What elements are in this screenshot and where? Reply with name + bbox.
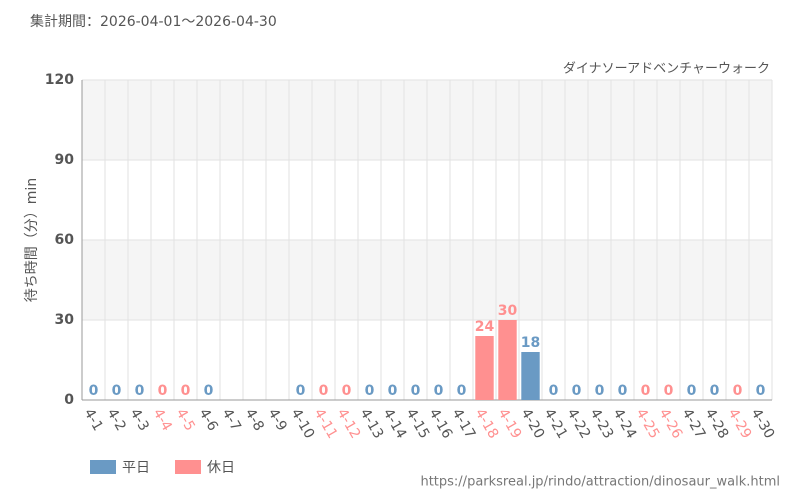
x-tick-label: 4-29 (725, 406, 755, 442)
x-tick-label: 4-18 (472, 406, 502, 442)
x-tick-label: 4-12 (334, 406, 364, 442)
y-tick-label: 60 (55, 232, 75, 248)
x-tick-label: 4-1 (81, 406, 106, 434)
x-tick-label: 4-17 (449, 406, 479, 442)
x-tick-label: 4-15 (403, 406, 433, 442)
x-tick-label: 4-16 (426, 406, 456, 442)
x-tick-label: 4-27 (679, 406, 709, 442)
bar (475, 336, 494, 400)
y-tick-label: 120 (45, 72, 74, 88)
x-tick-label: 4-5 (173, 406, 198, 434)
data-label: 0 (181, 383, 191, 399)
x-tick-label: 4-25 (633, 406, 663, 442)
data-label: 0 (664, 383, 674, 399)
chart-subtitle: ダイナソーアドベンチャーウォーク (563, 62, 770, 77)
data-label: 30 (498, 303, 518, 319)
data-label: 0 (641, 383, 651, 399)
data-label: 0 (112, 383, 122, 399)
x-tick-label: 4-9 (265, 406, 290, 434)
y-axis-label: 待ち時間（分）min (24, 178, 40, 302)
data-label: 0 (457, 383, 467, 399)
x-tick-label: 4-14 (380, 406, 410, 442)
data-label: 0 (595, 383, 605, 399)
source-url: https://parksreal.jp/rindo/attraction/di… (420, 475, 780, 490)
x-tick-label: 4-8 (242, 406, 267, 434)
data-label: 24 (475, 319, 495, 335)
x-tick-label: 4-24 (610, 406, 640, 442)
data-label: 0 (710, 383, 720, 399)
x-tick-label: 4-13 (357, 406, 387, 442)
data-label: 0 (733, 383, 743, 399)
x-tick-label: 4-21 (541, 406, 571, 442)
x-tick-label: 4-6 (196, 406, 221, 434)
data-label: 0 (89, 383, 99, 399)
x-tick-label: 4-23 (587, 406, 617, 442)
x-tick-label: 4-7 (219, 406, 244, 434)
data-label: 0 (204, 383, 214, 399)
data-label: 0 (756, 383, 766, 399)
data-label: 0 (687, 383, 697, 399)
bar (521, 352, 540, 400)
chart-title: 集計期間：2026-04-01～2026-04-30 (30, 13, 277, 30)
y-tick-label: 90 (55, 152, 75, 168)
y-tick-label: 30 (55, 312, 75, 328)
x-tick-label: 4-11 (311, 406, 341, 442)
x-tick-label: 4-2 (104, 406, 129, 434)
data-label: 0 (549, 383, 559, 399)
data-label: 0 (411, 383, 421, 399)
legend-label: 平日 (122, 460, 150, 476)
data-label: 0 (342, 383, 352, 399)
bar (498, 320, 517, 400)
data-label: 0 (434, 383, 444, 399)
data-label: 0 (135, 383, 145, 399)
data-label: 0 (572, 383, 582, 399)
x-tick-label: 4-20 (518, 406, 548, 442)
x-tick-label: 4-19 (495, 406, 525, 442)
data-label: 0 (365, 383, 375, 399)
x-tick-label: 4-4 (150, 406, 175, 434)
data-label: 0 (319, 383, 329, 399)
x-tick-label: 4-26 (656, 406, 686, 442)
data-label: 0 (158, 383, 168, 399)
data-label: 0 (618, 383, 628, 399)
x-tick-label: 4-10 (288, 406, 318, 442)
legend-swatch (90, 460, 116, 474)
x-tick-label: 4-22 (564, 406, 594, 442)
legend-swatch (175, 460, 201, 474)
data-label: 18 (521, 335, 540, 351)
legend-label: 休日 (207, 460, 235, 476)
data-label: 0 (388, 383, 398, 399)
x-tick-label: 4-30 (748, 406, 778, 442)
y-tick-label: 0 (64, 392, 74, 408)
x-tick-label: 4-28 (702, 406, 732, 442)
x-tick-label: 4-3 (127, 406, 152, 434)
data-label: 0 (296, 383, 306, 399)
